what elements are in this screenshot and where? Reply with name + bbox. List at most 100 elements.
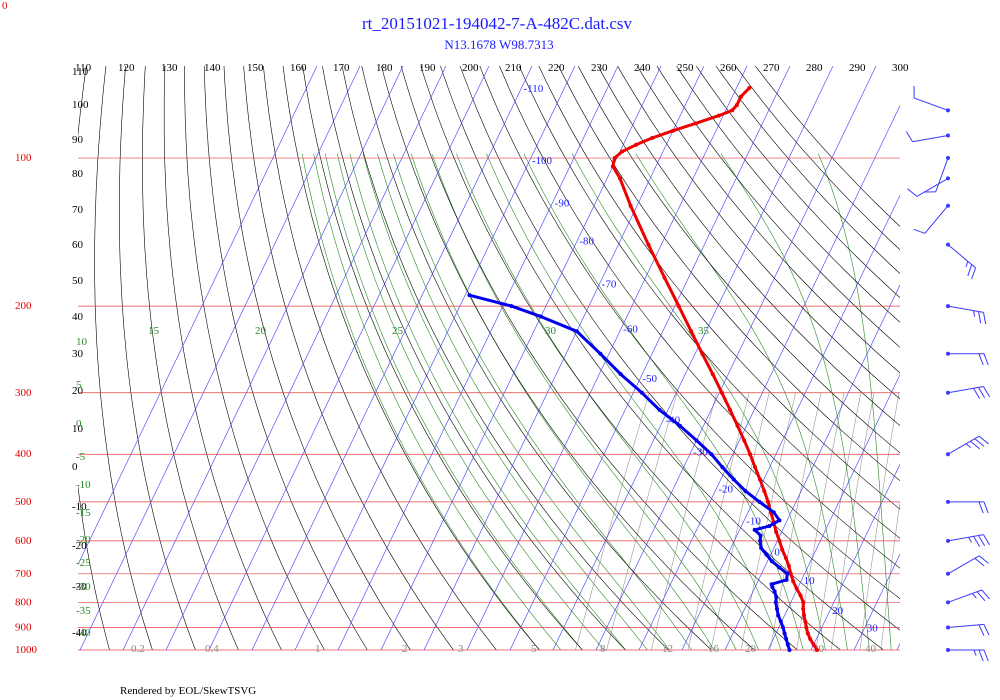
- isotherm-line: [853, 553, 900, 650]
- isotherm-line: [767, 373, 900, 650]
- dry-adiabat-line: [223, 66, 411, 650]
- temperature-point: [788, 571, 793, 576]
- sounding-profiles: [467, 85, 820, 652]
- dry-adiabat-line: [142, 66, 239, 650]
- wind-barb-flag: [913, 228, 926, 234]
- wind-barb-station: [946, 242, 950, 247]
- moist-adiabat-top-label: 30: [545, 325, 557, 337]
- wind-barb-flag: [978, 501, 984, 514]
- wind-barb-flag: [973, 536, 981, 547]
- temperature-point: [757, 477, 762, 482]
- dewpoint-point: [677, 423, 682, 428]
- wind-barb-staff: [935, 157, 949, 193]
- dry-adiabat-line: [440, 66, 884, 650]
- top-axis-label: 120: [118, 62, 135, 74]
- dry-adiabat-line: [636, 66, 900, 374]
- top-axis-label: 240: [634, 62, 651, 74]
- dewpoint-point: [467, 293, 472, 298]
- isotherm-line: [509, 66, 791, 650]
- wind-barb-staff: [912, 135, 949, 143]
- wind-barb-flag: [905, 131, 913, 143]
- wind-barb-staff: [947, 589, 982, 603]
- dry-adiabat-line: [204, 66, 368, 650]
- corner-label: 0: [2, 0, 8, 12]
- top-axis-label: 190: [419, 62, 436, 74]
- moist-adiabat-left-label: -10: [76, 479, 91, 491]
- top-axis-label: 270: [763, 62, 780, 74]
- dewpoint-point: [769, 559, 774, 564]
- dewpoint-point: [769, 582, 774, 587]
- isotherm-label: -20: [718, 484, 733, 496]
- wind-barb-flag: [982, 312, 987, 325]
- top-axis-label: 180: [376, 62, 393, 74]
- theta-left-label: 40: [72, 311, 84, 323]
- dry-adiabat-line: [243, 66, 454, 650]
- theta-left-label: -30: [72, 581, 87, 593]
- wind-barb-station: [946, 203, 950, 208]
- isotherm-label: -100: [532, 155, 553, 167]
- isotherm-line: [78, 66, 318, 566]
- wind-barb-station: [946, 156, 950, 161]
- isotherm-line: [79, 66, 361, 650]
- mixing-ratio-line: [710, 392, 770, 650]
- wind-barb-staff: [947, 534, 984, 542]
- axis-labels: -110-100-90-80-70-60-50-40-30-20-1001020…: [15, 62, 909, 656]
- pressure-label: 400: [15, 448, 32, 460]
- dewpoint-point: [772, 589, 777, 594]
- dewpoint-point: [776, 613, 781, 618]
- top-axis-label: 130: [161, 62, 178, 74]
- dry-adiabat-line: [735, 66, 900, 251]
- wind-barb-staff: [947, 555, 980, 575]
- chart-title: rt_20151021-194042-7-A-482C.dat.csv: [362, 14, 633, 33]
- temperature-point: [620, 149, 625, 154]
- moist-adiabat-left-label: -30: [76, 581, 91, 593]
- temperature-point: [804, 625, 809, 630]
- temperature-point: [710, 372, 715, 377]
- theta-left-label: 80: [72, 168, 84, 180]
- theta-left-label: -10: [72, 501, 87, 513]
- isotherms: [78, 66, 900, 650]
- mixing-ratio-line: [687, 392, 750, 650]
- isotherm-line: [552, 66, 834, 650]
- wind-barb-staff: [916, 177, 949, 197]
- dry-adiabat-line: [420, 66, 841, 650]
- wind-barb-flag: [983, 501, 989, 514]
- pressure-label: 800: [15, 596, 32, 608]
- temperature-point: [811, 642, 816, 647]
- wind-barb-flag: [978, 624, 985, 636]
- dry-adiabats: [78, 66, 900, 650]
- mixing-ratio-label: 12: [662, 643, 673, 655]
- temperature-point: [791, 579, 796, 584]
- wind-barbs: [905, 86, 991, 662]
- theta-left-label: 30: [72, 348, 84, 360]
- dry-adiabat-line: [302, 66, 583, 650]
- dry-adiabat-line: [499, 66, 900, 569]
- mixing-ratio-label: 5: [531, 643, 537, 655]
- isotherm-line: [251, 66, 533, 650]
- wind-barb-station: [946, 499, 950, 504]
- moist-adiabat-line: [456, 153, 759, 650]
- dewpoint-point: [743, 488, 748, 493]
- dry-adiabat-line: [479, 66, 900, 600]
- temperature-point: [693, 121, 698, 126]
- theta-left-label: -20: [72, 540, 87, 552]
- top-axis-label: 160: [290, 62, 307, 74]
- wind-barb-flag: [976, 591, 986, 602]
- moist-adiabat-line: [301, 153, 540, 650]
- wind-barb-staff: [947, 305, 984, 313]
- temperature-point: [646, 242, 651, 247]
- temperature-point: [774, 529, 779, 534]
- dewpoint-point: [709, 452, 714, 457]
- theta-left-label: 110: [72, 66, 89, 78]
- top-axis-label: 230: [591, 62, 608, 74]
- top-axis-label: 250: [677, 62, 694, 74]
- temperature-point: [719, 390, 724, 395]
- theta-left-label: 70: [72, 204, 84, 216]
- mixing-ratio-line: [859, 392, 900, 650]
- temperature-point: [747, 85, 752, 90]
- pressure-label: 200: [15, 300, 32, 312]
- dewpoint-point: [752, 527, 757, 532]
- theta-left-label: -40: [72, 627, 87, 639]
- top-axis-label: 140: [204, 62, 221, 74]
- wind-barb-station: [946, 108, 950, 113]
